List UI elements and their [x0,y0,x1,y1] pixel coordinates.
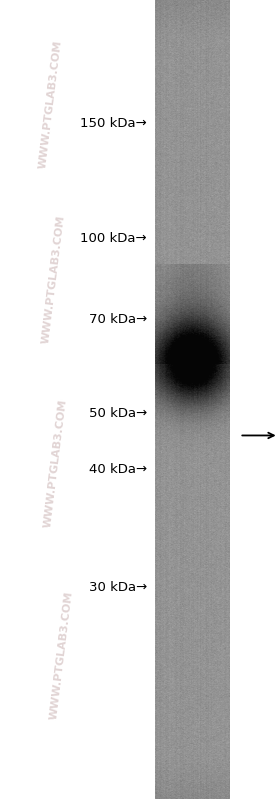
Text: WWW.PTGLAB3.COM: WWW.PTGLAB3.COM [38,39,63,169]
Text: 30 kDa→: 30 kDa→ [89,581,147,594]
Text: WWW.PTGLAB3.COM: WWW.PTGLAB3.COM [40,215,66,344]
Text: 100 kDa→: 100 kDa→ [80,232,147,244]
Text: 40 kDa→: 40 kDa→ [89,463,147,476]
Text: WWW.PTGLAB3.COM: WWW.PTGLAB3.COM [43,399,69,528]
Text: 50 kDa→: 50 kDa→ [89,407,147,419]
Text: WWW.PTGLAB3.COM: WWW.PTGLAB3.COM [49,590,74,720]
Text: 70 kDa→: 70 kDa→ [89,313,147,326]
Text: 150 kDa→: 150 kDa→ [80,117,147,130]
